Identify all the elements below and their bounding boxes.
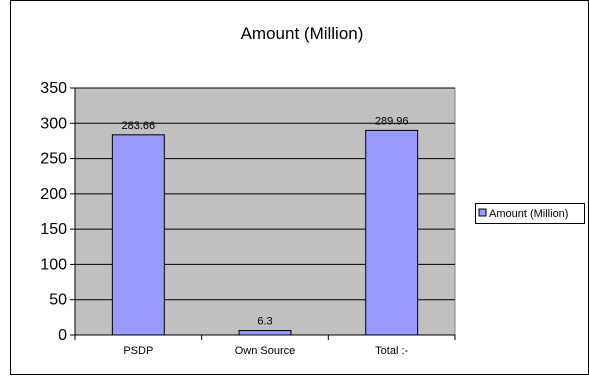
y-tick-label: 350 xyxy=(40,80,67,97)
data-label: 283.66 xyxy=(122,120,156,132)
y-tick-label: 100 xyxy=(40,256,67,273)
legend-swatch xyxy=(478,208,487,217)
y-tick-label: 150 xyxy=(40,221,67,238)
data-labels: 283.66 6.3 289.96 xyxy=(122,115,409,327)
x-ticks: PSDP Own Source Total :- xyxy=(74,335,456,357)
x-tick-label: Own Source xyxy=(235,345,296,357)
y-tick-label: 50 xyxy=(49,292,67,309)
y-tick-label: 300 xyxy=(40,115,67,132)
y-tick-label: 250 xyxy=(40,151,67,168)
bars xyxy=(111,129,419,336)
y-tick-label: 200 xyxy=(40,186,67,203)
legend: Amount (Million) xyxy=(475,203,585,224)
bar xyxy=(238,330,292,336)
y-tick-label: 0 xyxy=(58,327,67,344)
chart-title: Amount (Million) xyxy=(241,24,364,43)
y-ticks: 0 50 100 150 200 250 300 350 xyxy=(40,80,75,344)
x-tick-label: Total :- xyxy=(375,345,408,357)
data-label: 289.96 xyxy=(375,115,409,127)
x-tick-label: PSDP xyxy=(123,345,153,357)
bar xyxy=(365,129,419,336)
bar xyxy=(111,134,165,336)
legend-entry: Amount (Million) xyxy=(489,208,568,220)
legend-box xyxy=(475,203,585,224)
data-label: 6.3 xyxy=(257,316,272,328)
